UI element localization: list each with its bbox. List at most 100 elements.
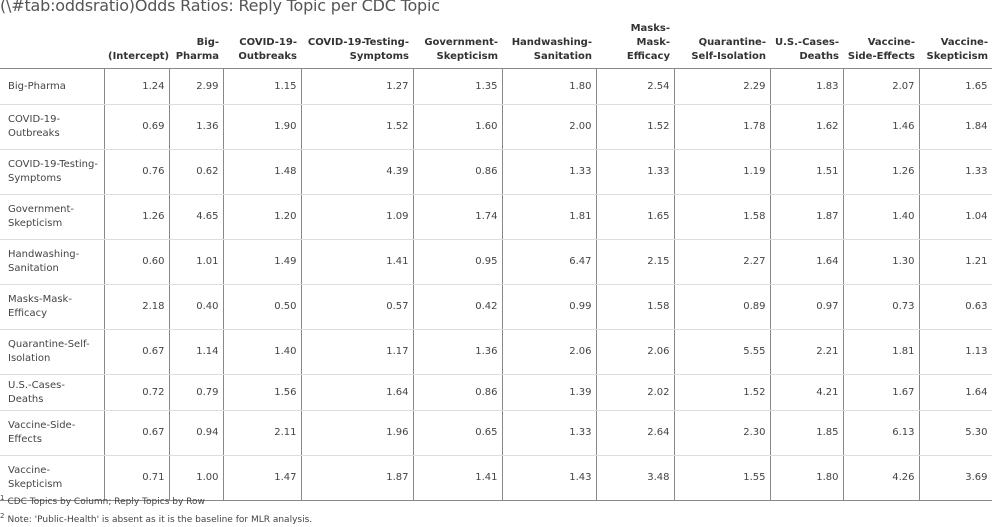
row-label: U.S.-Cases-Deaths — [0, 374, 105, 411]
table-cell: 1.81 — [502, 194, 597, 240]
row-label-line2: Effects — [8, 434, 42, 445]
table-cell: 1.67 — [843, 374, 920, 411]
footnote: 1 CDC Topics by Column; Reply Topics by R… — [0, 491, 312, 509]
row-label: Big-Pharma — [0, 68, 105, 105]
row-label: Government- Skepticism — [0, 194, 105, 240]
column-header-line1: Quarantine- — [698, 37, 766, 48]
table-cell: 5.30 — [919, 410, 992, 456]
column-header-line2: Efficacy — [626, 51, 670, 62]
table-cell: 1.48 — [223, 149, 302, 195]
table-cell: 1.33 — [596, 149, 675, 195]
row-label-line2: Outbreaks — [8, 128, 60, 139]
table-row: Masks-Mask- Efficacy 2.18 0.40 0.50 0.57 0.42 0… — [0, 284, 992, 330]
table-cell: 1.43 — [502, 455, 597, 501]
table-cell: 1.00 — [169, 455, 224, 501]
table-cell: 2.11 — [223, 410, 302, 456]
table-row: COVID-19-Testing- Symptoms 0.76 0.62 1.48 4.3… — [0, 149, 992, 195]
row-label-line1: Handwashing- — [8, 249, 80, 260]
table-cell: 0.60 — [104, 239, 170, 285]
table-cell: 1.55 — [674, 455, 771, 501]
column-header: Quarantine- Self-Isolation — [674, 22, 770, 69]
table-cell: 1.65 — [596, 194, 675, 240]
row-label-header — [0, 22, 104, 69]
table-cell: 1.15 — [223, 68, 302, 105]
column-header-line1: Government- — [424, 37, 498, 48]
table-cell: 3.69 — [919, 455, 992, 501]
row-label: Vaccine-Side- Effects — [0, 410, 105, 456]
table-cell: 1.21 — [919, 239, 992, 285]
row-label: Masks-Mask- Efficacy — [0, 284, 105, 330]
table-cell: 1.33 — [919, 149, 992, 195]
table-cell: 4.26 — [843, 455, 920, 501]
column-header: Vaccine- Skepticism — [919, 22, 992, 69]
column-header-line2: (Intercept) — [108, 51, 170, 62]
table-cell: 1.85 — [770, 410, 844, 456]
table-cell: 1.41 — [413, 455, 503, 501]
table-cell: 2.18 — [104, 284, 170, 330]
table-cell: 1.84 — [919, 104, 992, 150]
table-cell: 2.21 — [770, 329, 844, 375]
table-cell: 0.57 — [301, 284, 414, 330]
table-cell: 1.83 — [770, 68, 844, 105]
table-row: Quarantine-Self- Isolation 0.67 1.14 1.40 1.1… — [0, 329, 992, 375]
column-header: Vaccine- Side-Effects — [843, 22, 919, 69]
table-cell: 1.52 — [674, 374, 771, 411]
column-header-line1: COVID-19- — [239, 37, 297, 48]
table-cell: 6.47 — [502, 239, 597, 285]
column-header-line2: Sanitation — [533, 51, 592, 62]
table-cell: 1.40 — [843, 194, 920, 240]
table-cell: 0.65 — [413, 410, 503, 456]
table-cell: 0.79 — [169, 374, 224, 411]
table-cell: 0.89 — [674, 284, 771, 330]
table-cell: 0.86 — [413, 374, 503, 411]
table-cell: 1.64 — [301, 374, 414, 411]
table-cell: 1.96 — [301, 410, 414, 456]
row-label: Vaccine- Skepticism — [0, 455, 105, 501]
table-cell: 1.46 — [843, 104, 920, 150]
table-cell: 1.81 — [843, 329, 920, 375]
table-cell: 1.52 — [301, 104, 414, 150]
table-cell: 0.40 — [169, 284, 224, 330]
table-cell: 1.24 — [104, 68, 170, 105]
footnote-mark: 1 — [0, 494, 5, 502]
table-row: U.S.-Cases-Deaths 0.72 0.79 1.56 1.64 0.86 1.3… — [0, 374, 992, 411]
table-cell: 1.14 — [169, 329, 224, 375]
column-header: Handwashing- Sanitation — [502, 22, 596, 69]
table-cell: 1.51 — [770, 149, 844, 195]
column-header-line2: Side-Effects — [847, 51, 915, 62]
footnotes: 1 CDC Topics by Column; Reply Topics by R… — [0, 491, 312, 527]
table-cell: 2.07 — [843, 68, 920, 105]
column-header: (Intercept) — [104, 22, 169, 69]
table-cell: 1.74 — [413, 194, 503, 240]
table-cell: 4.65 — [169, 194, 224, 240]
column-header-line2: Skepticism — [926, 51, 988, 62]
column-header-line2: Deaths — [799, 51, 839, 62]
table-cell: 1.20 — [223, 194, 302, 240]
column-header: U.S.-Cases- Deaths — [770, 22, 843, 69]
table-cell: 1.64 — [770, 239, 844, 285]
table-cell: 1.17 — [301, 329, 414, 375]
table-cell: 1.26 — [843, 149, 920, 195]
table-cell: 2.27 — [674, 239, 771, 285]
table-cell: 1.78 — [674, 104, 771, 150]
table-cell: 1.62 — [770, 104, 844, 150]
footnote-mark: 2 — [0, 512, 5, 520]
column-header-line1: Big- — [196, 37, 219, 48]
table-cell: 1.30 — [843, 239, 920, 285]
table-cell: 2.06 — [596, 329, 675, 375]
row-label-line2: Skepticism — [8, 218, 63, 229]
table-cell: 0.97 — [770, 284, 844, 330]
row-label: COVID-19- Outbreaks — [0, 104, 105, 150]
table-cell: 1.09 — [301, 194, 414, 240]
column-header: COVID-19-Testing- Symptoms — [301, 22, 413, 69]
row-label: Handwashing- Sanitation — [0, 239, 105, 285]
column-header-line2: Skepticism — [436, 51, 498, 62]
table-caption: (\#tab:oddsratio)Odds Ratios: Reply Topi… — [0, 0, 440, 15]
column-header-line1: Vaccine- — [867, 37, 915, 48]
table-cell: 1.80 — [770, 455, 844, 501]
column-header-line1: Vaccine- — [940, 37, 988, 48]
row-label-line1: Vaccine-Side- — [8, 420, 76, 431]
row-label-line1: COVID-19- — [8, 114, 61, 125]
table-cell: 1.40 — [223, 329, 302, 375]
table-cell: 2.06 — [502, 329, 597, 375]
